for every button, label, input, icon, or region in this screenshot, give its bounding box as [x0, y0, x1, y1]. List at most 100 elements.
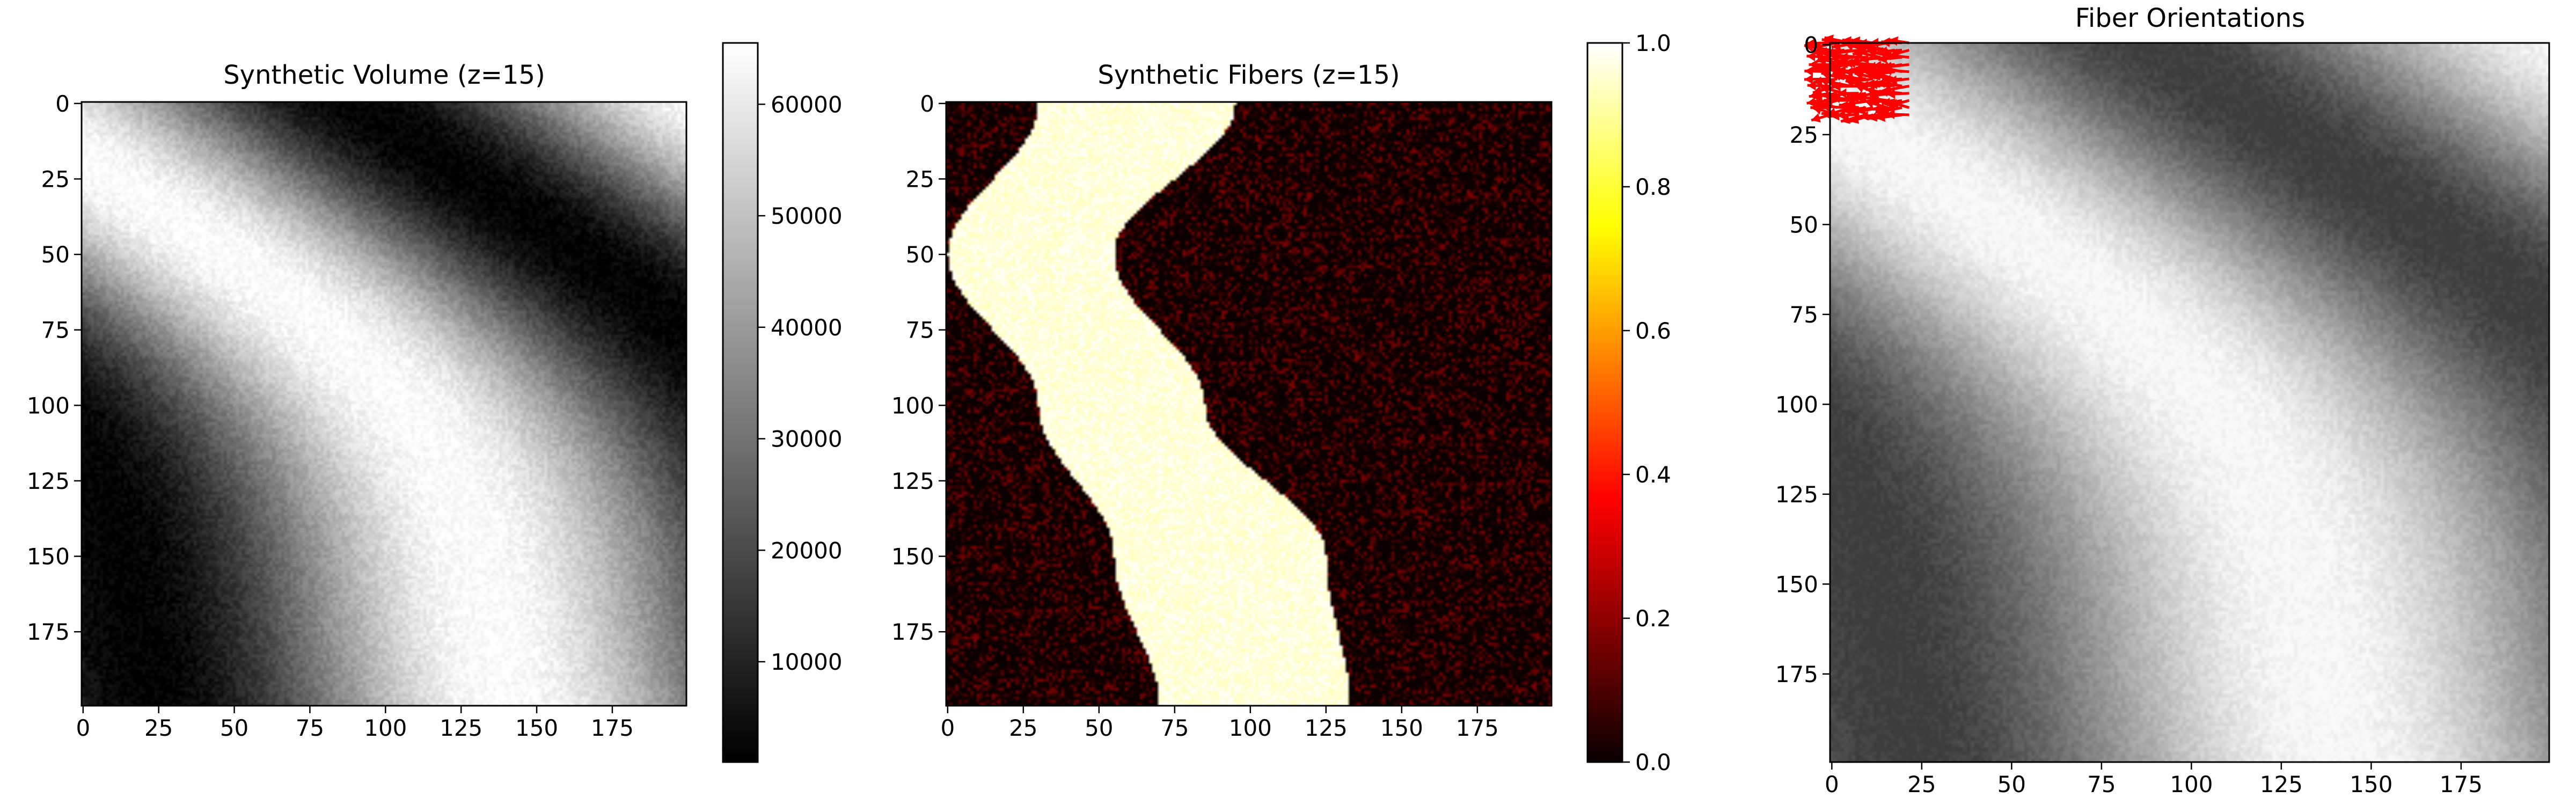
y-tick-label: 0 — [920, 91, 934, 117]
y-tick-label: 175 — [1775, 661, 1818, 687]
y-tick-label: 75 — [1790, 302, 1818, 328]
quiver-arrowhead — [1860, 63, 1870, 73]
quiver-arrowhead — [1838, 88, 1847, 98]
quiver-arrowhead — [1812, 98, 1822, 108]
x-tick-label: 0 — [76, 715, 90, 741]
panel-2-ticks: 0 25 50 75 100 125 150 175 0 25 50 75 100 125 150 175 — [891, 91, 1499, 741]
quiver-arrowhead — [1841, 114, 1850, 124]
colorbar-tick-label: 1.0 — [1635, 30, 1671, 56]
x-tick-label: 150 — [2350, 771, 2392, 797]
colorbar-tick-label: 50000 — [771, 203, 843, 229]
quiver-arrowhead — [1833, 70, 1842, 79]
quiver-arrowhead — [1831, 50, 1840, 61]
quiver-arrowhead — [1886, 109, 1895, 120]
quiver-arrowhead — [1846, 98, 1856, 108]
quiver-arrowhead — [1806, 52, 1816, 62]
colorbar-tick-label: 0.0 — [1635, 749, 1671, 775]
quiver-arrowhead — [1812, 105, 1823, 115]
quiver-arrowhead — [1836, 110, 1846, 120]
quiver-arrowhead — [1821, 101, 1830, 112]
quiver-arrowhead — [1839, 53, 1848, 63]
quiver-arrowhead — [1831, 93, 1841, 104]
x-tick-label: 25 — [144, 715, 173, 741]
quiver-arrowhead — [1878, 54, 1887, 64]
quiver-arrowhead — [1876, 112, 1886, 122]
quiver-arrowhead — [1811, 113, 1821, 123]
panel-2-title: Synthetic Fibers (z=15) — [1097, 60, 1400, 90]
quiver-arrowhead — [1868, 48, 1878, 58]
x-tick-label: 75 — [1160, 715, 1189, 741]
y-tick-label: 150 — [27, 544, 70, 570]
y-tick-label: 125 — [1775, 481, 1818, 508]
quiver-arrowhead — [1821, 109, 1831, 119]
y-tick-label: 25 — [1790, 122, 1818, 148]
x-tick-label: 100 — [2170, 771, 2213, 797]
quiver-arrowhead — [1804, 74, 1813, 84]
quiver-arrowhead — [1865, 99, 1875, 108]
panel-1-frame — [80, 101, 687, 707]
x-tick-label: 125 — [2260, 771, 2303, 797]
quiver-arrowhead — [1888, 75, 1898, 85]
x-tick-label: 150 — [1380, 715, 1423, 741]
x-tick-label: 25 — [1009, 715, 1037, 741]
quiver-arrowhead — [1882, 50, 1892, 61]
y-tick-label: 125 — [891, 468, 934, 494]
quiver-arrowhead — [1849, 114, 1860, 124]
quiver-arrowhead — [1885, 98, 1896, 108]
x-tick-label: 100 — [1229, 715, 1272, 741]
quiver-arrowhead — [1839, 58, 1848, 69]
colorbar-tick-label: 0.8 — [1635, 174, 1671, 200]
quiver-arrowhead — [1868, 112, 1878, 122]
quiver-arrowhead — [1821, 70, 1831, 80]
quiver-arrowhead — [1857, 105, 1867, 115]
quiver-arrowhead — [1820, 64, 1830, 74]
x-tick-label: 0 — [940, 715, 955, 741]
x-tick-label: 50 — [220, 715, 248, 741]
colorbar-tick-label: 20000 — [771, 537, 843, 564]
x-tick-label: 50 — [1997, 771, 2026, 797]
quiver-arrowhead — [1804, 42, 1814, 52]
panel-1-image — [82, 102, 686, 706]
quiver-arrowhead — [1847, 58, 1856, 68]
quiver-arrowhead — [1860, 54, 1869, 64]
quiver-arrowhead — [1854, 48, 1864, 58]
quiver-arrowhead — [1854, 70, 1864, 80]
colorbar-tick-label: 40000 — [771, 314, 843, 341]
quiver-arrowhead — [1813, 91, 1823, 101]
quiver-arrowhead — [1832, 81, 1841, 91]
quiver-arrowhead — [1860, 111, 1869, 121]
x-tick-label: 0 — [1825, 771, 1839, 797]
colorbar-tick-label: 60000 — [771, 91, 843, 118]
x-tick-label: 150 — [515, 715, 558, 741]
x-tick-label: 75 — [296, 715, 324, 741]
panel-synthetic-fibers: Synthetic Fibers (z=15) 0 25 50 75 100 125 150… — [891, 30, 1671, 775]
panel-3-image — [1830, 43, 2549, 762]
colorbar-tick-label: 10000 — [771, 649, 843, 675]
panel-1-title: Synthetic Volume (z=15) — [223, 60, 545, 90]
panel-1-colorbar: 10000 20000 30000 40000 50000 60000 — [722, 42, 843, 763]
quiver-arrowhead — [1865, 86, 1875, 96]
panel-2-colorbar: 0.0 0.2 0.4 0.6 0.8 1.0 — [1586, 30, 1671, 775]
quiver-arrowhead — [1845, 41, 1855, 51]
y-tick-label: 100 — [1775, 391, 1818, 418]
quiver-arrowhead — [1886, 89, 1896, 99]
quiver-arrowhead — [1869, 69, 1879, 79]
y-tick-label: 100 — [891, 392, 934, 419]
x-tick-label: 125 — [440, 715, 482, 741]
quiver-arrowhead — [1855, 83, 1865, 93]
panel-2-frame — [945, 101, 1553, 707]
quiver-arrowhead — [1820, 84, 1831, 94]
y-tick-label: 175 — [891, 619, 934, 645]
colorbar-tick-label: 0.6 — [1635, 318, 1671, 344]
x-tick-label: 100 — [364, 715, 407, 741]
panel-3-frame — [1829, 42, 2550, 763]
quiver-arrowhead — [1869, 79, 1878, 90]
x-tick-label: 175 — [591, 715, 634, 741]
y-tick-label: 125 — [27, 468, 70, 494]
panel-1-ticks: 0 25 50 75 100 125 150 175 0 25 50 75 100 125 150 175 — [27, 91, 634, 741]
panel-3-title: Fiber Orientations — [2075, 3, 2305, 33]
y-tick-label: 0 — [55, 91, 70, 117]
y-tick-label: 25 — [906, 166, 934, 192]
x-tick-label: 175 — [1456, 715, 1499, 741]
quiver-arrowhead — [1817, 55, 1827, 65]
